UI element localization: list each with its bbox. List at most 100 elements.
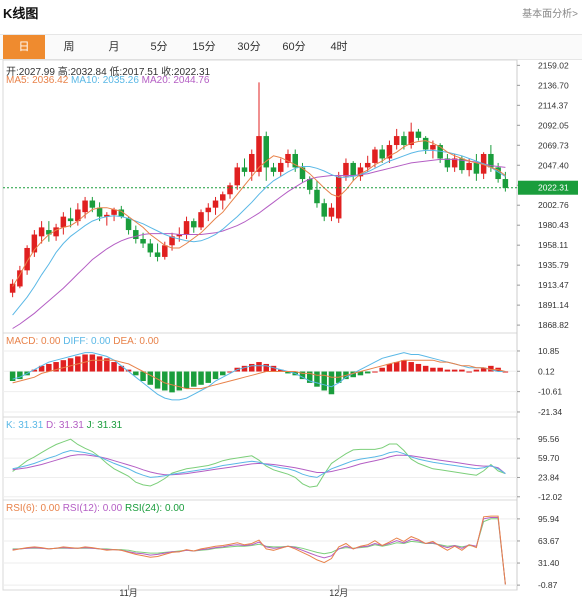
candle-down [241, 167, 248, 172]
k-line [12, 449, 506, 478]
macd-bar [350, 371, 356, 378]
2-tick-label: -12.02 [538, 492, 562, 502]
macd-bar [473, 369, 480, 372]
candle-up [75, 209, 81, 222]
macd-bar [24, 371, 30, 376]
x-tick-label: 11月 [119, 588, 137, 598]
macd-bar [292, 371, 298, 376]
macd-bar [386, 363, 393, 372]
diff-value: DIFF: 0.00 [63, 336, 111, 347]
candle-up [234, 167, 241, 186]
macd-bar [444, 369, 451, 372]
candle-down [299, 167, 306, 180]
1-tick-label: 0.12 [538, 366, 555, 376]
macd-bar [379, 367, 385, 372]
macd-info: MACD: 0.00 DIFF: 0.00 DEA: 0.00 [6, 336, 159, 347]
ma5-value: MA5: 2036.42 [6, 75, 69, 86]
ma5-line [12, 140, 506, 287]
price-tick-label: 2136.70 [538, 80, 569, 90]
macd-bar [285, 371, 291, 374]
tab-60min[interactable]: 60分 [282, 41, 306, 53]
diff-line [12, 352, 506, 401]
candle-down [89, 200, 96, 208]
macd-bar [459, 369, 465, 372]
candle-up [249, 153, 255, 172]
macd-bar [147, 371, 154, 385]
candle-up [277, 162, 284, 172]
macd-bar [314, 371, 320, 387]
candle-down [459, 158, 465, 171]
macd-bar [401, 360, 407, 372]
macd-bar [205, 371, 212, 383]
candle-up [169, 236, 175, 246]
j-value: J: 31.31 [86, 420, 123, 431]
macd-bar [357, 371, 364, 376]
candle-down [350, 162, 356, 177]
candle-up [256, 136, 262, 172]
candle-up [364, 162, 371, 168]
dea-line [12, 359, 506, 390]
price-tick-label: 2002.76 [538, 200, 569, 210]
macd-bar [451, 369, 458, 372]
candle-down [46, 230, 52, 235]
macd-bar [299, 371, 306, 380]
candle-up [480, 153, 487, 174]
tab-30min[interactable]: 30分 [237, 41, 261, 53]
candle-up [24, 247, 30, 271]
candle-down [495, 167, 501, 180]
macd-bar [328, 371, 335, 395]
macd-bar [306, 371, 313, 383]
price-tick-label: 2114.37 [538, 100, 568, 110]
candle-up [408, 131, 414, 146]
fundamental-analysis-link[interactable]: 基本面分析> [522, 9, 578, 20]
3-tick-label: 63.67 [538, 536, 560, 546]
price-tick-label: 1935.79 [538, 260, 569, 270]
macd-bar [430, 367, 436, 372]
candle-down [292, 153, 298, 168]
2-tick-label: 95.56 [538, 434, 560, 444]
candle-up [183, 221, 190, 235]
ma-info: MA5: 2036.42 MA10: 2035.26 MA20: 2044.76 [6, 75, 209, 86]
candle-down [147, 243, 154, 253]
macd-bar [335, 371, 342, 383]
tab-week[interactable]: 周 [63, 41, 75, 53]
candle-up [17, 270, 23, 287]
price-tick-label: 1868.82 [538, 320, 569, 330]
macd-bar [321, 371, 327, 391]
tab-5min[interactable]: 5分 [150, 41, 168, 53]
candle-up [31, 234, 38, 253]
ma20-value: MA20: 2044.76 [141, 75, 210, 86]
tab-15min[interactable]: 15分 [192, 41, 216, 53]
candle-up [451, 158, 458, 168]
candle-up [205, 207, 212, 213]
candle-up [393, 136, 400, 146]
macd-bar [480, 367, 487, 372]
macd-bar [256, 362, 262, 372]
macd-bar [125, 369, 132, 372]
2-tick-label: 59.70 [538, 453, 560, 463]
rsi24-line [12, 518, 506, 585]
rsi6-line [12, 515, 506, 585]
macd-bar [270, 365, 277, 372]
rsi12-line [12, 517, 506, 585]
macd-bar [46, 363, 52, 372]
period-tabs: 日 周 月 5分 15分 30分 60分 4时 [0, 34, 582, 60]
macd-bar [372, 371, 378, 373]
dea-value: DEA: 0.00 [113, 336, 159, 347]
tab-4hour[interactable]: 4时 [330, 41, 348, 53]
macd-bar [227, 371, 233, 373]
tab-day[interactable]: 日 [3, 35, 45, 59]
candle-up [104, 214, 110, 217]
candle-up [60, 216, 67, 228]
candle-down [263, 136, 269, 168]
2-tick-label: 23.84 [538, 472, 560, 482]
macd-bar [154, 371, 161, 389]
candle-up [386, 145, 393, 159]
macd-bar [277, 369, 284, 372]
macd-bar [111, 362, 117, 372]
price-tick-label: 2025.08 [538, 180, 569, 190]
3-tick-label: 31.40 [538, 558, 560, 568]
tab-month[interactable]: 月 [108, 41, 120, 53]
rsi12-value: RSI(12): 0.00 [62, 503, 123, 514]
price-tick-label: 1891.14 [538, 300, 569, 310]
